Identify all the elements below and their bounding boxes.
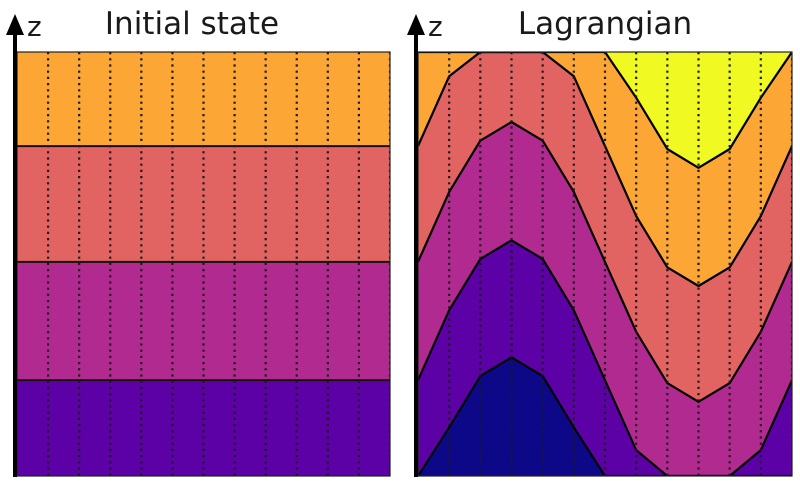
lagrangian-panel [407,14,793,477]
lagrangian-title: Lagrangian [518,6,692,42]
left-z-axis-label: z [27,10,42,43]
initial-state-panel [6,14,391,477]
right-z-axis-label: z [428,10,443,43]
band-3 [17,52,390,147]
band-0 [17,380,390,476]
contour-line [418,239,792,476]
initial-state-title: Initial state [105,6,279,42]
contour-line [418,52,792,169]
z-axis-arrow-icon [407,14,425,35]
z-axis-arrow-icon [6,14,24,35]
